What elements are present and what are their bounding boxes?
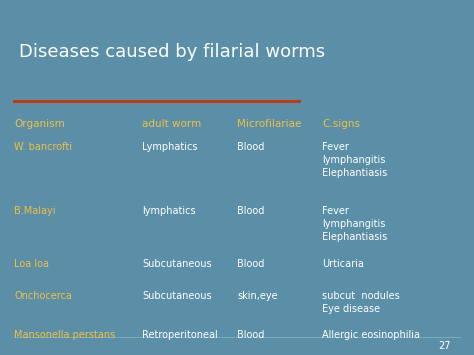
- Text: Microfilariae: Microfilariae: [237, 119, 301, 129]
- Text: C.signs: C.signs: [322, 119, 360, 129]
- Text: lymphatics: lymphatics: [142, 206, 196, 216]
- Text: Blood: Blood: [237, 259, 264, 269]
- Text: Blood: Blood: [237, 142, 264, 152]
- Text: Allergic eosinophilia: Allergic eosinophilia: [322, 330, 420, 340]
- Text: B.Malayi: B.Malayi: [14, 206, 56, 216]
- Text: Blood: Blood: [237, 330, 264, 340]
- Text: Diseases caused by filarial worms: Diseases caused by filarial worms: [19, 43, 325, 61]
- Text: Mansonella perstans: Mansonella perstans: [14, 330, 116, 340]
- Text: 27: 27: [438, 342, 450, 351]
- Text: Retroperitoneal: Retroperitoneal: [142, 330, 218, 340]
- Text: Onchocerca: Onchocerca: [14, 291, 72, 301]
- Text: Organism: Organism: [14, 119, 65, 129]
- Text: Subcutaneous: Subcutaneous: [142, 291, 212, 301]
- Text: Fever
lymphangitis
Elephantiasis: Fever lymphangitis Elephantiasis: [322, 142, 388, 179]
- Text: skin,eye: skin,eye: [237, 291, 278, 301]
- Text: subcut  nodules
Eye disease: subcut nodules Eye disease: [322, 291, 400, 314]
- Text: Lymphatics: Lymphatics: [142, 142, 198, 152]
- Text: Subcutaneous: Subcutaneous: [142, 259, 212, 269]
- Text: Urticaria: Urticaria: [322, 259, 364, 269]
- Text: Blood: Blood: [237, 206, 264, 216]
- Text: Loa loa: Loa loa: [14, 259, 49, 269]
- Text: Fever
lymphangitis
Elephantiasis: Fever lymphangitis Elephantiasis: [322, 206, 388, 242]
- Text: adult worm: adult worm: [142, 119, 201, 129]
- Text: W. bancrofti: W. bancrofti: [14, 142, 72, 152]
